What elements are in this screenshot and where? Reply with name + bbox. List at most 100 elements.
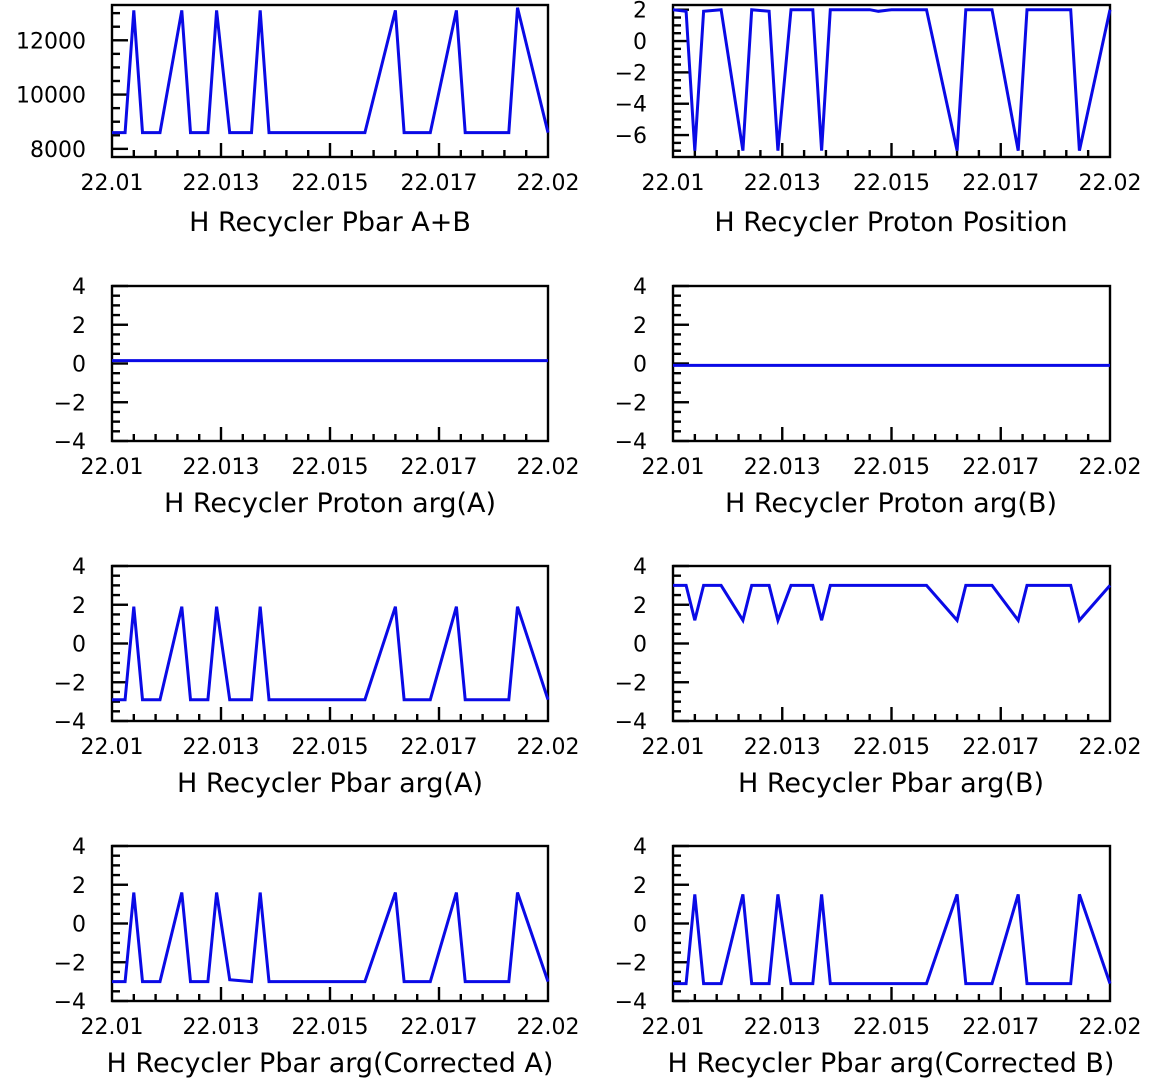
y-tick-label: 0 [633,633,647,658]
x-tick-label: 22.013 [744,455,821,480]
panel-2: 22.01 22.013 22.015 22.017 22.02 2 0 −2 −4 −6 H Re… [615,0,1142,238]
x-tick-label: 22.02 [517,735,580,760]
y-tick-label: −4 [615,430,647,455]
y-tick-label: 4 [633,555,647,580]
x-tick-label: 22.01 [81,171,144,196]
x-tick-label: 22.013 [744,735,821,760]
y-tick-label: 2 [633,0,647,24]
panel-title: H Recycler Pbar arg(A) [177,768,483,799]
x-tick-label: 22.015 [853,171,930,196]
x-tick-label: 22.017 [962,171,1039,196]
x-tick-label: 22.013 [744,1015,821,1040]
x-tick-label: 22.015 [853,1015,930,1040]
y-tick-label: 0 [72,353,86,378]
y-tick-label: −2 [54,671,86,696]
panel-7: 22.01 22.013 22.015 22.017 22.02 4 2 0 −2 −4 H Rec… [54,835,580,1079]
y-tick-label: −4 [54,710,86,735]
x-tick-label: 22.013 [183,735,260,760]
panel-title: H Recycler Pbar A+B [189,207,471,238]
x-tick-label: 22.01 [81,455,144,480]
panel-title: H Recycler Pbar arg(Corrected B) [668,1048,1115,1079]
y-tick-label: −4 [615,990,647,1015]
x-tick-label: 22.017 [962,455,1039,480]
y-tick-label: −4 [54,990,86,1015]
panel-title: H Recycler Proton arg(B) [725,488,1057,519]
panel-title: H Recycler Pbar arg(B) [738,768,1044,799]
x-tick-label: 22.02 [1079,455,1142,480]
y-tick-label: 4 [633,275,647,300]
panel-5: 22.01 22.013 22.015 22.017 22.02 4 2 0 −2 −4 H Rec… [54,555,580,799]
x-tick-label: 22.015 [292,455,369,480]
x-tick-label: 22.02 [1079,171,1142,196]
y-tick-label: −4 [615,93,647,118]
axis-frame [671,564,1112,723]
y-tick-label: −6 [615,124,647,149]
y-tick-label: 2 [633,314,647,339]
panel-1: 22.01 22.013 22.015 22.017 22.02 8000 10000 120… [16,3,580,238]
y-tick-label: −2 [615,391,647,416]
x-tick-label: 22.01 [642,735,705,760]
y-tick-label: 4 [72,835,86,860]
x-tick-label: 22.02 [1079,1015,1142,1040]
x-tick-label: 22.017 [401,735,478,760]
y-tick-label: −2 [615,61,647,86]
y-tick-label: 4 [72,555,86,580]
x-tick-label: 22.01 [81,1015,144,1040]
x-tick-label: 22.01 [642,1015,705,1040]
y-tick-label: −2 [54,951,86,976]
y-tick-label: 4 [633,835,647,860]
x-tick-label: 22.013 [183,1015,260,1040]
x-tick-label: 22.01 [642,455,705,480]
x-tick-label: 22.017 [401,171,478,196]
axis-frame [110,844,550,1003]
y-tick-label: 2 [72,594,86,619]
axis-frame [110,284,550,443]
x-tick-label: 22.02 [1079,735,1142,760]
axis-frame [110,564,550,723]
x-tick-label: 22.02 [517,455,580,480]
series-line [673,893,1112,986]
y-tick-label: 0 [633,913,647,938]
y-tick-label: 10000 [16,84,86,109]
panel-title: H Recycler Proton Position [714,207,1067,238]
axis-frame [671,844,1112,1003]
x-tick-label: 22.017 [401,1015,478,1040]
y-tick-label: −4 [54,430,86,455]
x-tick-label: 22.015 [292,1015,369,1040]
y-tick-label: 0 [633,30,647,55]
y-tick-label: −2 [615,671,647,696]
panel-4: 22.01 22.013 22.015 22.017 22.02 4 2 0 −2 −4 H Rec… [615,275,1142,519]
x-tick-label: 22.017 [962,735,1039,760]
y-tick-label: 2 [72,314,86,339]
panel-6: 22.01 22.013 22.015 22.017 22.02 4 2 0 −2 −4 H Rec… [615,555,1142,799]
axis-frame [671,284,1112,443]
x-tick-label: 22.013 [183,171,260,196]
y-tick-label: 0 [72,633,86,658]
series-line [673,583,1112,626]
y-tick-label: −2 [615,951,647,976]
x-tick-label: 22.01 [642,171,705,196]
x-tick-label: 22.015 [853,735,930,760]
x-tick-label: 22.015 [292,171,369,196]
panel-8: 22.01 22.013 22.015 22.017 22.02 4 2 0 −2 −4 H Rec… [615,835,1142,1079]
y-tick-label: 2 [633,594,647,619]
panel-title: H Recycler Pbar arg(Corrected A) [107,1048,554,1079]
panel-title: H Recycler Proton arg(A) [164,488,496,519]
y-tick-label: 0 [72,913,86,938]
axis-frame [671,3,1112,159]
x-tick-label: 22.013 [183,455,260,480]
series-line [112,892,550,984]
y-tick-label: −4 [615,710,647,735]
y-tick-label: −2 [54,391,86,416]
x-tick-label: 22.013 [744,171,821,196]
series-line [112,7,550,135]
series-line [672,8,1112,152]
y-tick-label: 12000 [16,29,86,54]
x-tick-label: 22.02 [517,171,580,196]
x-tick-label: 22.015 [292,735,369,760]
y-tick-label: 2 [633,874,647,899]
y-tick-label: 8000 [30,138,86,163]
x-tick-label: 22.015 [853,455,930,480]
x-tick-label: 22.017 [962,1015,1039,1040]
